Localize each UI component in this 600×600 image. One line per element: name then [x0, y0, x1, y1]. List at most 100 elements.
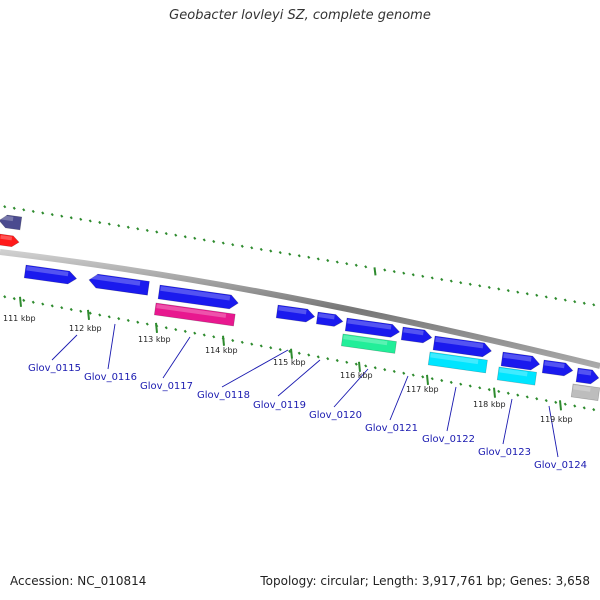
leader-line	[107, 323, 116, 370]
minor-tick	[449, 279, 453, 283]
feature-highlight	[544, 361, 565, 369]
minor-tick	[535, 397, 539, 401]
minor-tick	[297, 254, 301, 258]
minor-tick	[202, 238, 206, 242]
minor-tick	[259, 247, 263, 252]
minor-tick	[535, 293, 539, 297]
feature-highlight	[578, 369, 592, 376]
leader-line	[51, 334, 78, 361]
gene-label[interactable]: Glov_0121	[365, 423, 418, 434]
minor-tick	[12, 296, 16, 301]
gene-feature	[575, 367, 600, 385]
feature-tracks	[0, 214, 600, 401]
minor-tick	[250, 342, 254, 346]
minor-tick	[383, 268, 387, 272]
minor-tick	[506, 288, 510, 293]
feature-shape	[23, 264, 78, 285]
gene-labels: Glov_0115 Glov_0116 Glov_0117 Glov_0118 …	[28, 363, 587, 471]
gene-feature	[427, 351, 488, 374]
minor-tick	[497, 287, 501, 291]
feature-shape	[340, 333, 397, 354]
minor-tick	[79, 309, 83, 313]
outer-tick-ring	[3, 205, 596, 307]
minor-tick	[117, 224, 121, 228]
feature-shape	[315, 311, 344, 327]
minor-tick	[212, 239, 216, 244]
minor-tick	[288, 349, 292, 353]
feature-shape	[500, 351, 541, 371]
minor-tick	[392, 369, 396, 374]
gene-label[interactable]: Glov_0122	[422, 434, 475, 445]
minor-tick	[174, 233, 178, 237]
minor-tick	[50, 304, 54, 308]
minor-tick	[240, 244, 244, 248]
feature-highlight	[343, 335, 388, 346]
feature-shape	[541, 359, 574, 377]
gene-feature	[432, 335, 492, 358]
minor-tick	[440, 277, 444, 282]
minor-tick	[544, 398, 548, 403]
minor-tick	[487, 285, 491, 290]
feature-highlight	[156, 304, 227, 318]
minor-tick	[563, 402, 567, 406]
minor-tick	[468, 282, 472, 286]
feature-shape	[0, 233, 20, 248]
feature-highlight	[573, 385, 591, 392]
minor-tick	[326, 258, 330, 263]
feature-shape	[0, 214, 23, 231]
gene-label[interactable]: Glov_0117	[140, 381, 193, 392]
feature-shape	[88, 273, 150, 296]
minor-tick	[364, 364, 368, 368]
gene-feature	[0, 214, 23, 231]
minor-tick	[478, 284, 482, 288]
gene-label[interactable]: Glov_0115	[28, 363, 81, 374]
gene-feature	[0, 233, 20, 248]
inner-tick-ring	[3, 295, 596, 412]
tick-label: 119 kbp	[540, 415, 573, 424]
minor-tick	[183, 329, 187, 333]
minor-tick	[269, 249, 273, 253]
minor-tick	[193, 236, 197, 240]
feature-highlight	[0, 235, 13, 241]
tick-label: 114 kbp	[205, 346, 238, 355]
minor-tick	[592, 408, 596, 412]
minor-tick	[525, 292, 529, 296]
minor-tick	[288, 252, 292, 256]
leader-line	[333, 368, 369, 408]
minor-tick	[3, 295, 7, 299]
minor-tick	[421, 375, 425, 379]
leader-line	[277, 359, 321, 397]
minor-tick	[193, 331, 197, 335]
minor-tick	[582, 301, 586, 305]
minor-tick	[430, 276, 434, 280]
major-tick	[155, 322, 158, 333]
minor-tick	[240, 340, 244, 344]
minor-tick	[440, 378, 444, 383]
minor-tick	[478, 386, 482, 390]
gene-label[interactable]: Glov_0123	[478, 447, 531, 458]
minor-tick	[364, 265, 368, 269]
label-leaders	[51, 323, 559, 458]
minor-tick	[468, 384, 472, 388]
gene-feature	[400, 326, 433, 344]
minor-tick	[573, 300, 577, 304]
minor-tick	[22, 298, 26, 303]
minor-tick	[582, 406, 586, 410]
minor-tick	[487, 388, 491, 392]
minor-tick	[41, 211, 45, 215]
tick-label: 118 kbp	[473, 400, 506, 409]
gene-label[interactable]: Glov_0116	[84, 372, 137, 383]
gene-label[interactable]: Glov_0120	[309, 410, 362, 421]
feature-shape	[157, 284, 239, 310]
gene-label[interactable]: Glov_0118	[197, 390, 250, 401]
minor-tick	[183, 235, 187, 239]
minor-tick	[50, 212, 54, 217]
gene-feature	[541, 359, 574, 377]
minor-tick	[516, 290, 520, 294]
feature-shape	[400, 326, 433, 344]
gene-label[interactable]: Glov_0119	[253, 400, 306, 411]
leader-line	[162, 336, 191, 379]
minor-tick	[449, 380, 453, 384]
gene-label[interactable]: Glov_0124	[534, 460, 587, 471]
minor-tick	[88, 311, 92, 315]
